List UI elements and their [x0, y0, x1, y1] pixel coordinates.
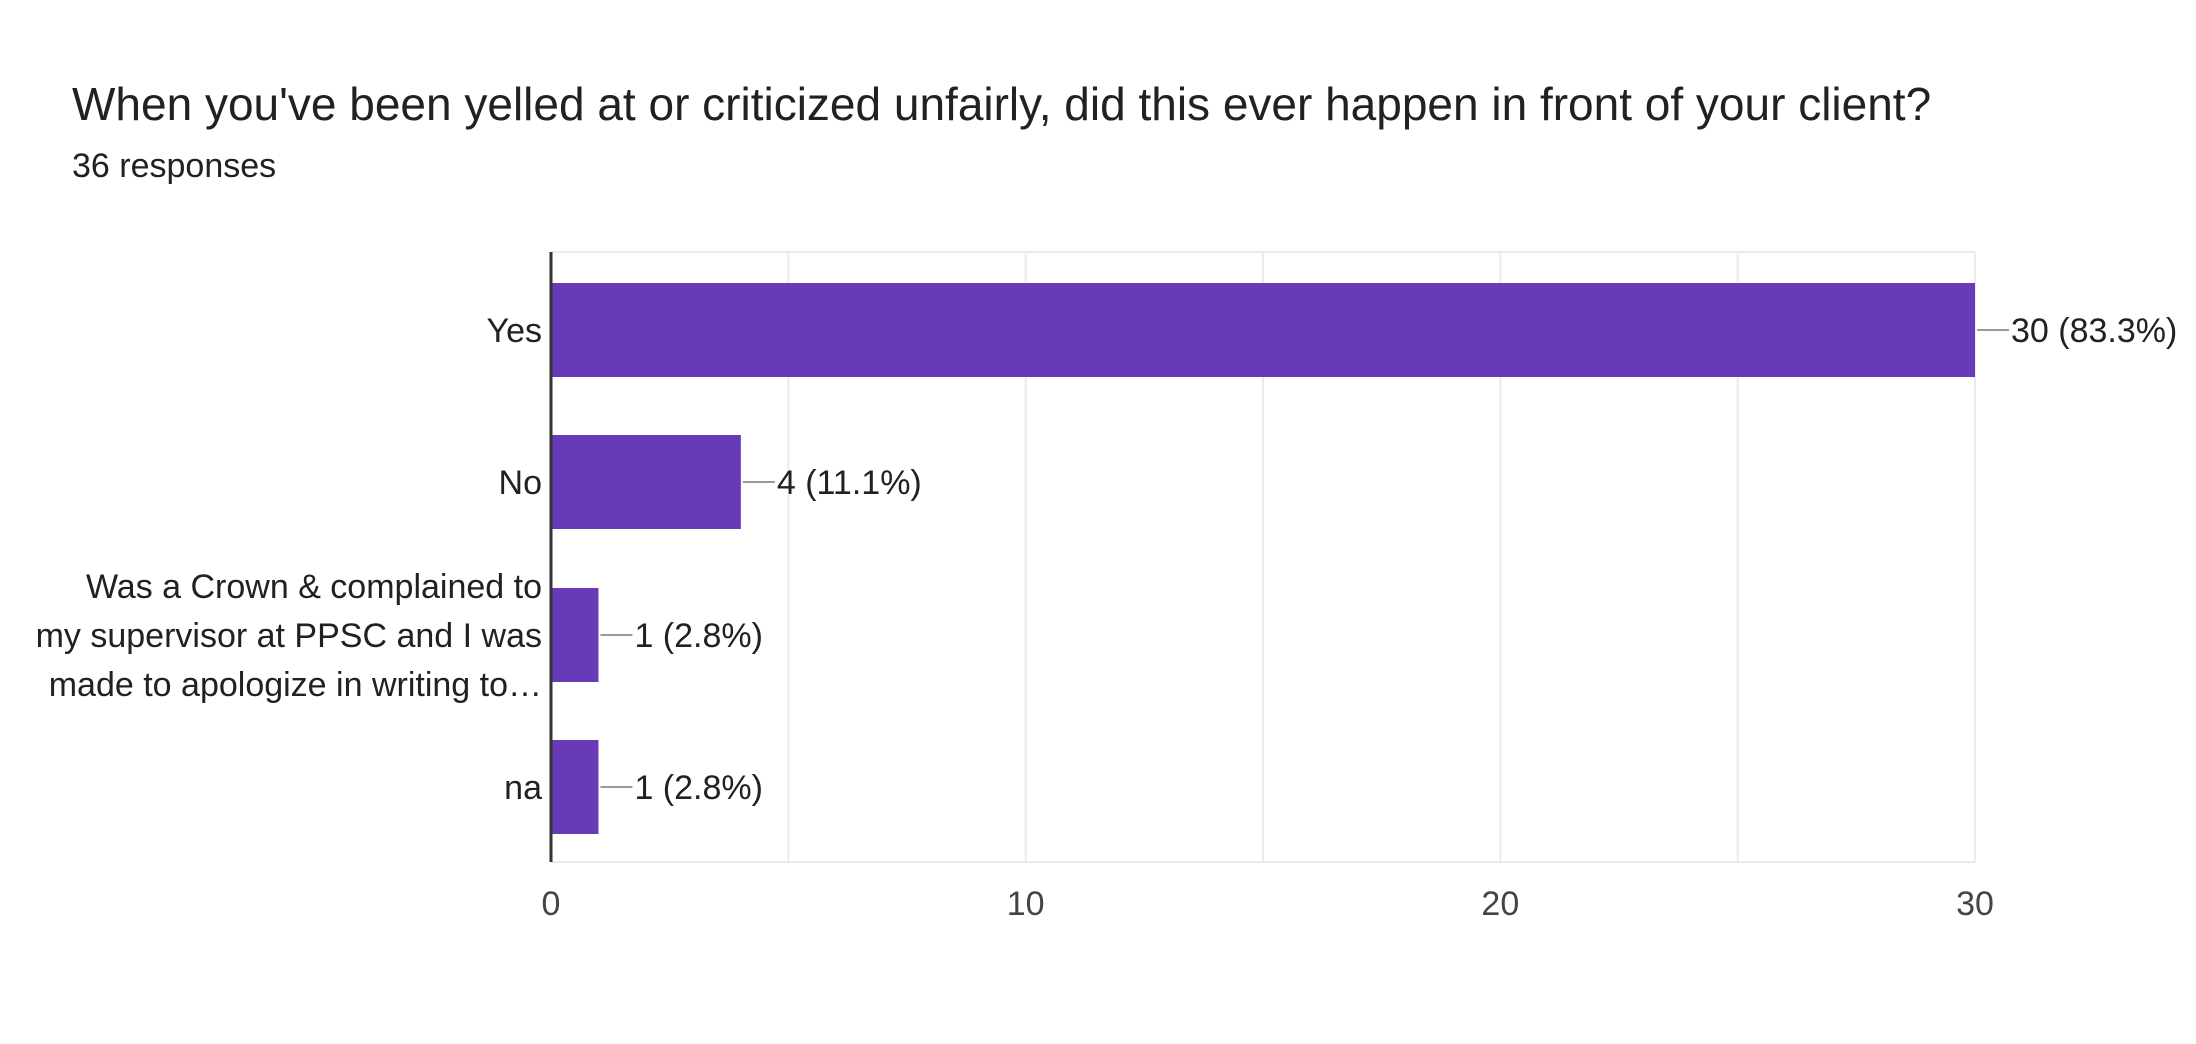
bar — [551, 435, 741, 529]
data-label: 1 (2.8%) — [634, 617, 763, 655]
x-tick-label: 0 — [542, 885, 561, 923]
category-label: No — [499, 464, 542, 502]
category-label: Yes — [487, 312, 542, 350]
x-tick-label: 20 — [1481, 885, 1519, 923]
x-tick-label: 30 — [1956, 885, 1994, 923]
category-label: Was a Crown & complained to — [86, 568, 542, 606]
bar — [551, 740, 599, 834]
data-label: 30 (83.3%) — [2011, 312, 2177, 350]
response-count: 36 responses — [72, 147, 277, 185]
chart-title: When you've been yelled at or criticized… — [72, 78, 1932, 130]
category-label: my supervisor at PPSC and I was — [36, 617, 542, 655]
bar — [551, 588, 599, 682]
data-label: 4 (11.1%) — [777, 464, 922, 502]
data-label: 1 (2.8%) — [634, 769, 763, 807]
x-tick-label: 10 — [1007, 885, 1045, 923]
category-label: made to apologize in writing to… — [49, 666, 542, 704]
category-label: na — [504, 769, 542, 807]
bar — [551, 283, 1975, 377]
